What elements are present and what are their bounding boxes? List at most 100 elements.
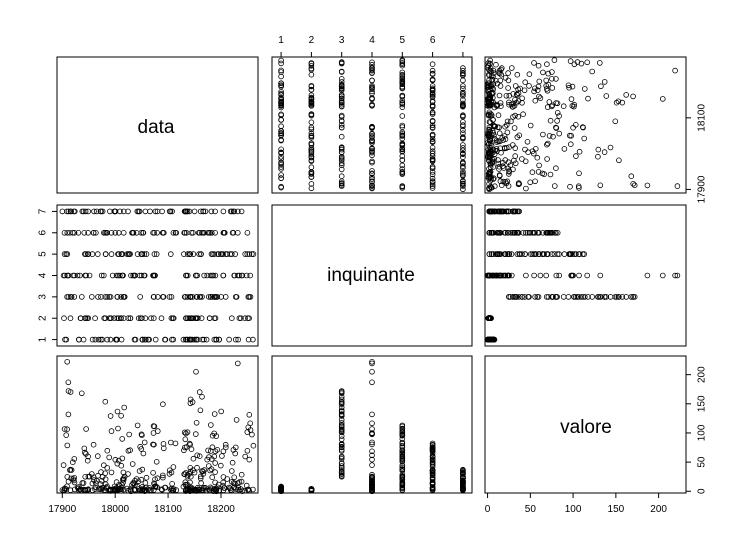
data-point [102,398,109,405]
data-point [212,208,218,215]
data-point [399,77,406,84]
data-point [187,396,194,403]
data-point [71,272,78,279]
data-point [134,251,141,257]
data-point [114,408,121,415]
data-point [505,171,512,177]
data-point [166,208,173,215]
data-point [308,486,315,492]
data-point [514,134,521,140]
data-point [369,185,375,192]
data-point [220,448,227,455]
data-point [308,83,315,89]
data-point [429,125,436,131]
data-point [308,126,315,133]
data-point [200,208,207,215]
data-point [90,441,97,448]
data-point [532,178,538,185]
data-point [181,251,187,257]
data-point [191,469,198,476]
data-point [585,95,591,102]
data-point [460,169,466,175]
data-point [491,336,498,343]
data-point [221,230,227,236]
data-point [568,96,575,102]
data-point [399,453,406,460]
data-point [498,65,505,71]
data-point [213,336,220,343]
data-point [154,484,160,491]
data-point [584,59,590,66]
data-point [95,294,101,300]
data-point [77,486,84,493]
data-point [208,485,215,492]
data-point [534,87,541,93]
data-point [486,230,493,236]
data-point [488,140,494,147]
data-point [628,294,635,300]
data-point [486,251,493,257]
data-point [535,62,542,69]
data-point [338,441,345,448]
data-point [338,69,345,75]
data-point [61,230,68,236]
data-point [338,144,345,151]
data-point [525,294,531,300]
data-point [549,85,556,91]
data-point [537,95,544,101]
data-point [460,100,466,107]
data-point [141,272,148,279]
data-point [220,479,227,486]
data-point [153,251,160,257]
data-point [206,315,213,322]
data-point [206,294,212,300]
data-point [612,118,619,125]
x-tick-label: 3 [339,35,345,46]
data-point [190,230,196,236]
data-point [90,230,97,236]
data-point [195,230,202,236]
data-point [159,487,165,493]
data-point [220,208,227,215]
data-point [530,150,537,157]
data-point [196,453,203,460]
diagonal-label-inquinante: inquinante [327,265,415,286]
data-point [674,183,681,189]
data-point [97,481,104,487]
data-point [72,486,78,493]
data-point [503,208,510,215]
data-point [489,89,496,96]
data-point [460,77,466,84]
data-point [170,230,177,236]
points-layer [59,57,681,495]
data-point [206,454,212,460]
data-point [581,135,587,142]
data-point [369,90,375,97]
data-point [399,141,406,148]
data-point [134,422,141,429]
data-point [232,251,239,257]
data-point [213,294,220,300]
data-point [212,469,218,475]
data-point [581,251,587,257]
data-point [576,185,582,191]
data-point [199,393,205,400]
data-point [198,480,204,486]
data-point [158,315,165,322]
data-point [369,59,375,66]
data-point [429,163,436,170]
data-point [553,272,560,279]
data-point [338,388,345,394]
data-point [551,183,558,189]
data-point [129,230,136,236]
data-point [246,487,252,494]
y-tick-label: 6 [38,230,49,236]
data-point [569,103,576,109]
data-point [369,411,375,418]
data-point [615,294,622,300]
data-point [71,294,78,300]
data-point [549,69,555,75]
data-point [429,153,436,159]
data-point [623,92,629,98]
data-point [544,140,551,147]
